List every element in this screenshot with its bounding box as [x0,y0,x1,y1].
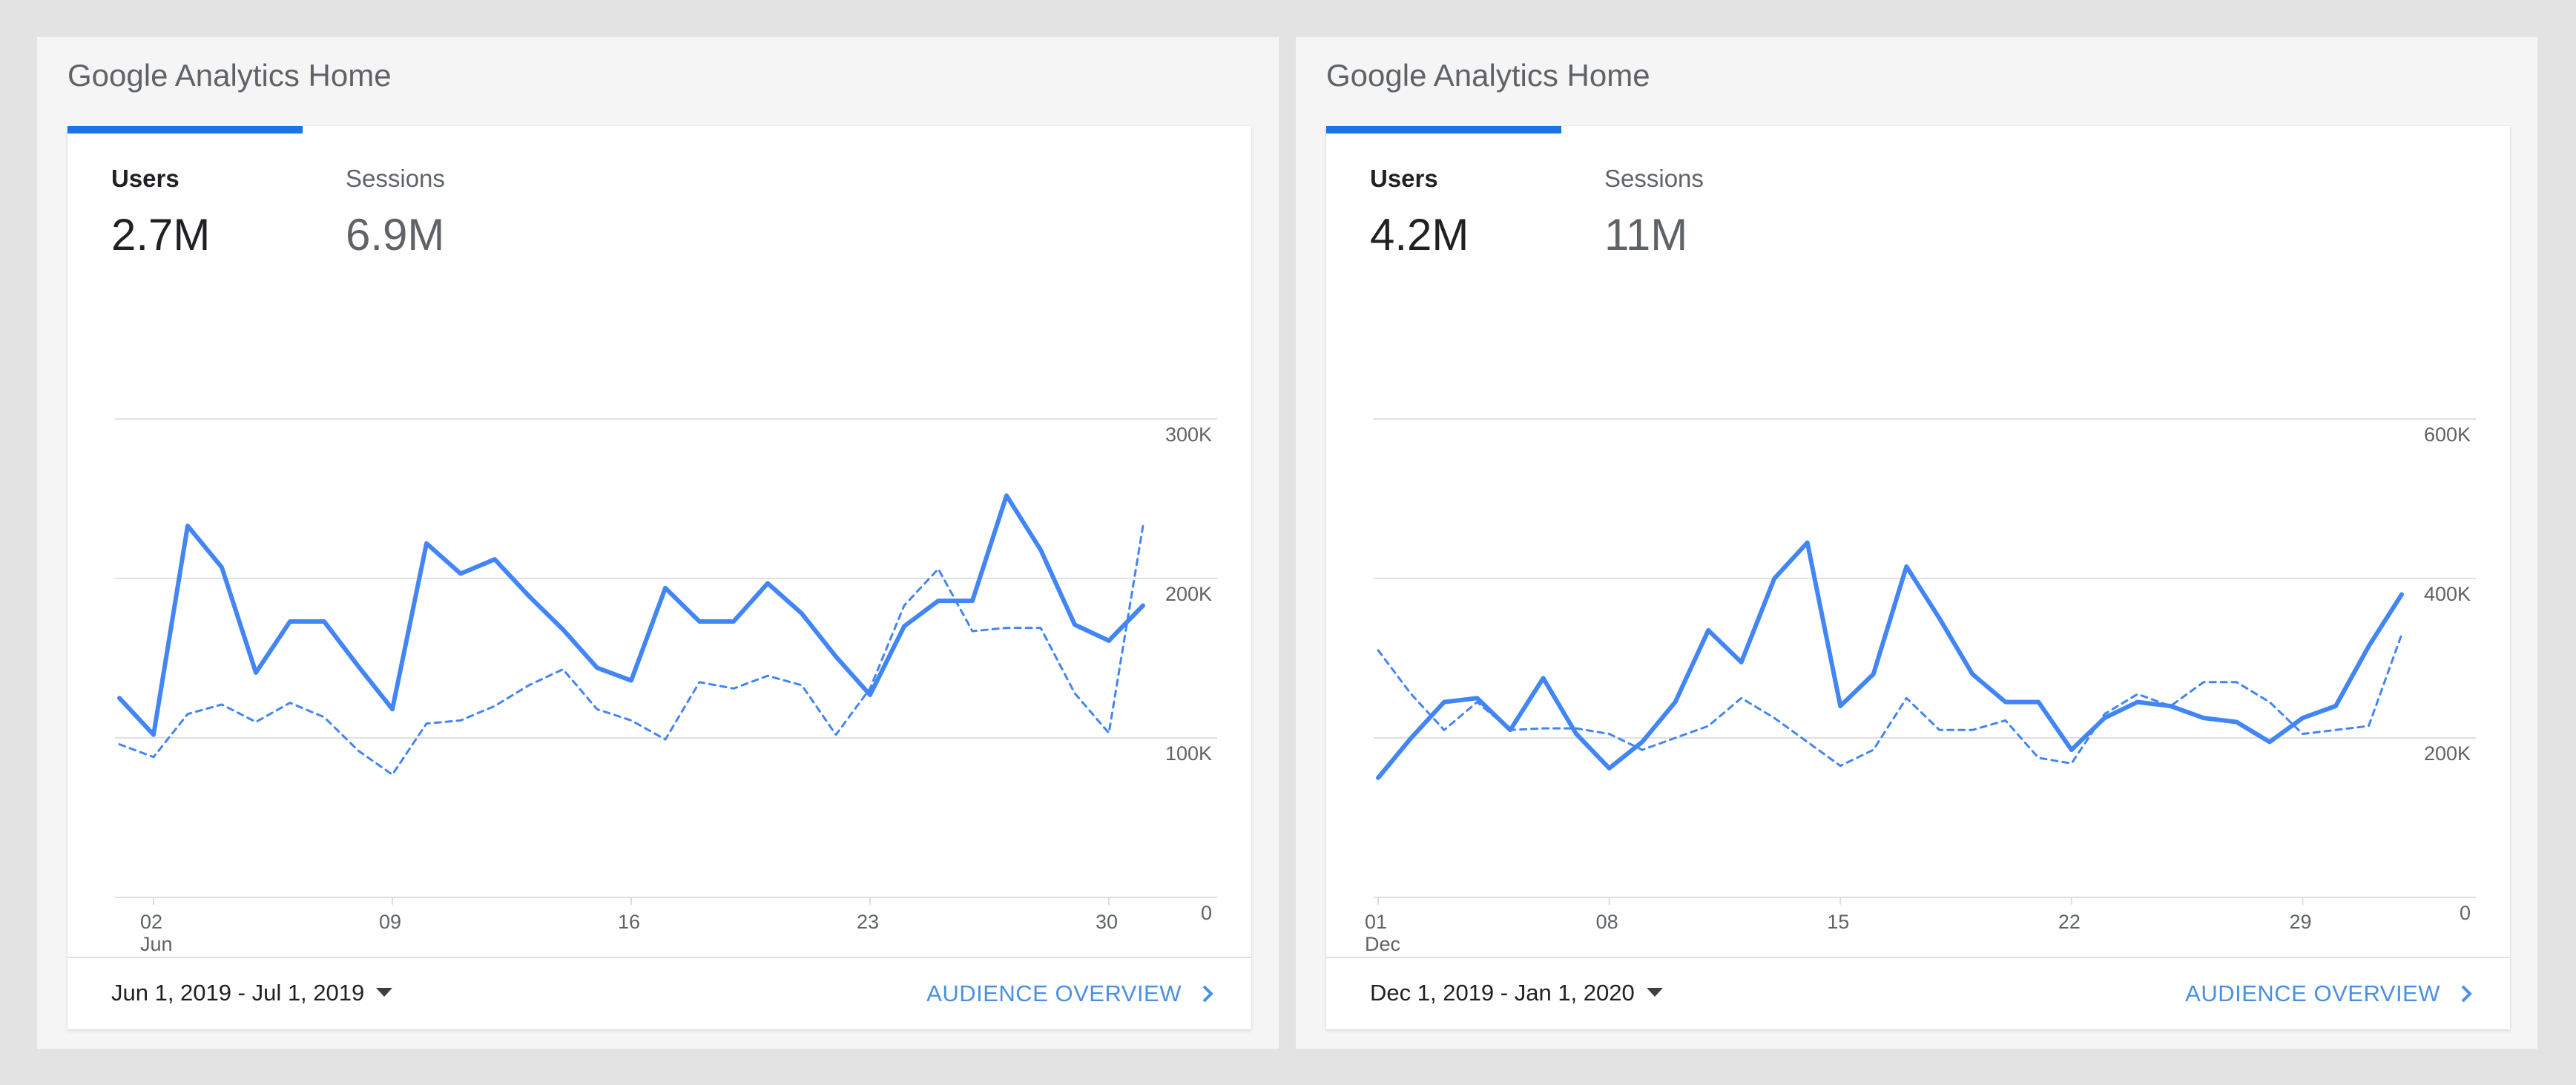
x-tick-sublabel: Jun [140,933,173,955]
metric-tab-sessions[interactable]: Sessions 11M [1604,165,1704,260]
active-tab-indicator [1326,126,1561,133]
metric-label: Sessions [346,165,445,192]
metric-tab-users[interactable]: Users 2.7M [111,165,210,260]
metric-label: Sessions [1604,165,1704,192]
comparison-series-line [118,524,1144,776]
x-tick-label: 15 [1827,911,1849,933]
metric-value: 4.2M [1370,210,1469,260]
metric-value: 11M [1604,210,1688,260]
card-footer: Jun 1, 2019 - Jul 1, 2019 AUDIENCE OVERV… [67,957,1251,1029]
panel-title: Google Analytics Home [67,58,392,93]
x-tick-label: 16 [618,911,640,933]
chevron-right-icon [2461,985,2472,1003]
caret-down-icon [1646,987,1663,997]
audience-overview-link[interactable]: AUDIENCE OVERVIEW [2185,980,2473,1007]
analytics-card: Users 2.7M Sessions 6.9M 0 100K 200K 300K 02… [67,126,1251,1029]
y-tick-label: 200K [2424,742,2471,765]
users-series-line [1376,540,2404,780]
y-tick-label: 200K [1165,583,1212,605]
y-tick-label: 0 [1201,902,1212,924]
metric-label: Users [1370,165,1438,192]
x-tick-label: 30 [1096,911,1118,933]
users-series-line [117,493,1145,737]
date-range-dropdown[interactable]: Dec 1, 2019 - Jan 1, 2020 [1370,980,1663,1006]
date-range-dropdown[interactable]: Jun 1, 2019 - Jul 1, 2019 [111,980,393,1006]
metric-label: Users [111,165,179,192]
date-range-label: Dec 1, 2019 - Jan 1, 2020 [1370,980,1635,1006]
analytics-card: Users 4.2M Sessions 11M 0 200K 400K 600K 01 D… [1326,126,2510,1029]
x-tick-label: 22 [2058,911,2081,933]
y-tick-label: 0 [2460,902,2471,924]
y-tick-label: 600K [2424,423,2471,446]
x-tick-label: 29 [2289,911,2311,933]
audience-overview-label: AUDIENCE OVERVIEW [926,980,1182,1006]
card-footer: Dec 1, 2019 - Jan 1, 2020 AUDIENCE OVERV… [1326,957,2510,1029]
y-tick-label: 400K [2424,583,2471,605]
x-tick-label: 08 [1596,911,1618,933]
date-range-label: Jun 1, 2019 - Jul 1, 2019 [111,980,365,1006]
metric-tab-sessions[interactable]: Sessions 6.9M [346,165,445,260]
analytics-panel-1: Google Analytics Home Users 2.7M Session… [37,37,1279,1049]
audience-overview-label: AUDIENCE OVERVIEW [2185,980,2440,1006]
active-tab-indicator [67,126,303,133]
x-tick-label: 09 [379,911,401,933]
chevron-right-icon [1202,985,1213,1003]
x-tick-label: 23 [857,911,879,933]
metric-value: 2.7M [111,210,211,260]
x-tick-label: 02 [140,911,162,933]
metric-tab-users[interactable]: Users 4.2M [1370,165,1469,260]
panel-title: Google Analytics Home [1326,58,1650,93]
metric-value: 6.9M [346,210,445,260]
x-tick-label: 01 [1365,911,1387,933]
comparison-series-line [1377,633,2403,768]
audience-overview-link[interactable]: AUDIENCE OVERVIEW [926,980,1214,1007]
caret-down-icon [376,987,393,997]
y-tick-label: 100K [1165,742,1212,765]
y-tick-label: 300K [1165,423,1212,446]
analytics-panel-2: Google Analytics Home Users 4.2M Session… [1296,37,2537,1049]
x-tick-sublabel: Dec [1365,933,1400,955]
